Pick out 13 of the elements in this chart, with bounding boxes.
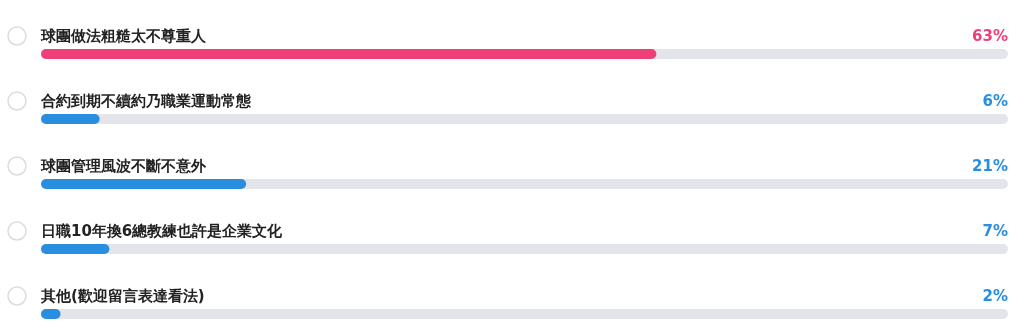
data-label: 2% bbox=[982, 286, 1008, 305]
data-label: 63% bbox=[972, 26, 1008, 45]
bar bbox=[41, 114, 100, 124]
y-tick-label: 日職10年換6總教練也許是企業文化 bbox=[41, 221, 284, 240]
data-label: 6% bbox=[982, 91, 1008, 110]
bar bbox=[41, 244, 110, 254]
data-label: 21% bbox=[972, 156, 1008, 175]
data-label: 7% bbox=[982, 221, 1008, 240]
y-tick-label: 其他(歡迎留言表達看法) bbox=[40, 286, 205, 305]
y-tick-label: 球團管理風波不斷不意外 bbox=[40, 156, 207, 175]
bar bbox=[41, 179, 247, 189]
y-tick-label: 球團做法粗糙太不尊重人 bbox=[40, 26, 207, 45]
y-tick-label: 合約到期不續約乃職業運動常態 bbox=[40, 91, 252, 110]
